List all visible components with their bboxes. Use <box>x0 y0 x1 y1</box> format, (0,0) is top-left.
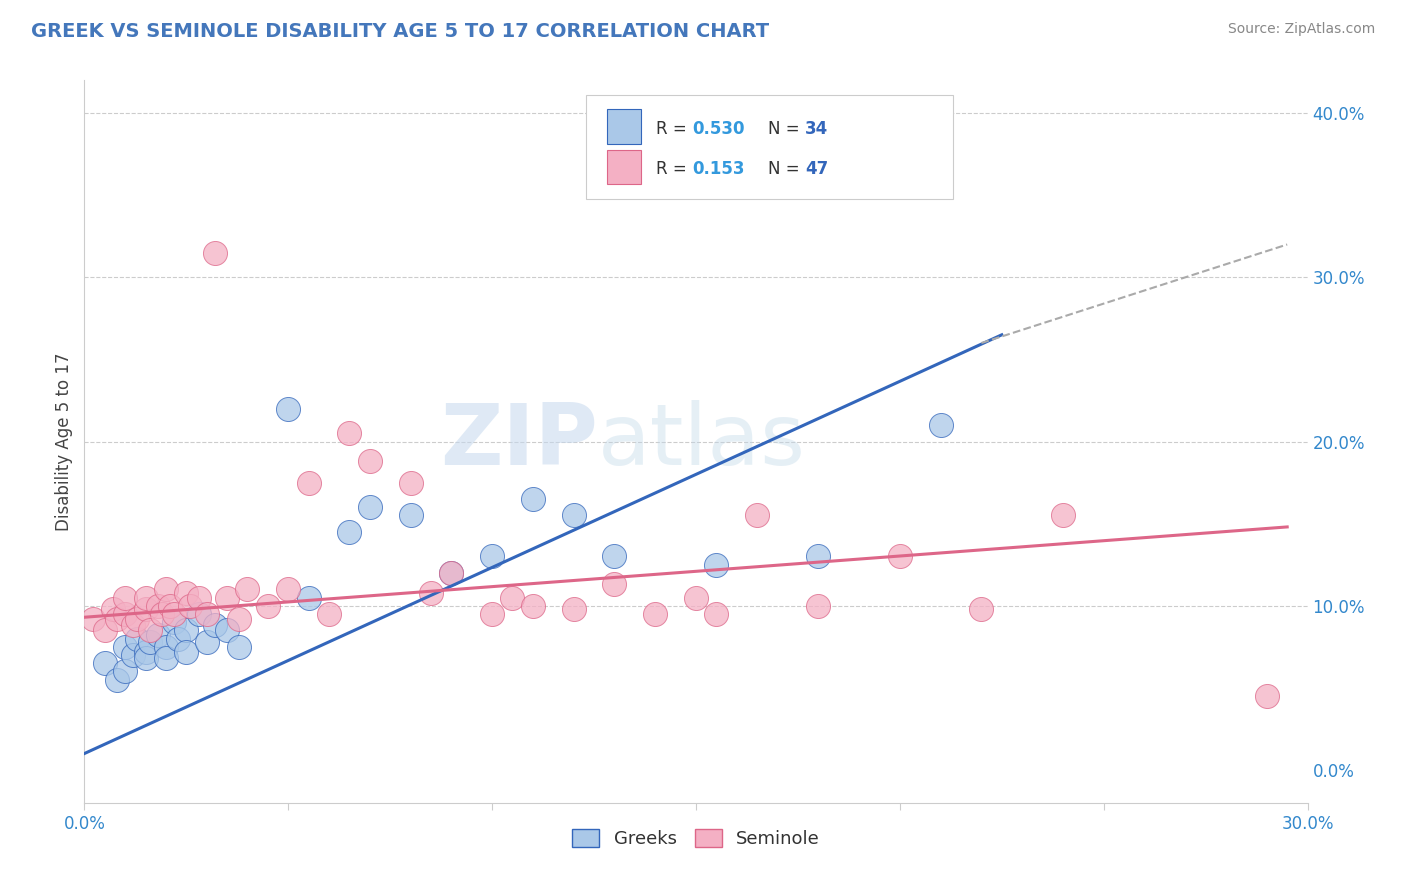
Point <box>155 582 177 597</box>
Point <box>685 591 707 605</box>
Point <box>603 549 626 564</box>
Point <box>747 508 769 523</box>
Point <box>217 624 239 638</box>
Point <box>187 591 209 605</box>
FancyBboxPatch shape <box>586 95 953 200</box>
Text: R =: R = <box>655 120 692 137</box>
Point <box>122 618 145 632</box>
Text: atlas: atlas <box>598 400 806 483</box>
Point <box>339 524 361 539</box>
Point <box>174 624 197 638</box>
Point <box>359 500 381 515</box>
Point <box>603 577 626 591</box>
Point <box>174 645 197 659</box>
Point <box>163 607 186 621</box>
Text: GREEK VS SEMINOLE DISABILITY AGE 5 TO 17 CORRELATION CHART: GREEK VS SEMINOLE DISABILITY AGE 5 TO 17… <box>31 22 769 41</box>
Point <box>195 635 218 649</box>
Point <box>228 640 250 654</box>
Point <box>82 612 104 626</box>
Point <box>399 475 422 490</box>
Point <box>135 602 157 616</box>
Point <box>277 401 299 416</box>
Point <box>706 607 728 621</box>
Point <box>122 648 145 662</box>
Point <box>481 549 503 564</box>
Point <box>644 607 666 621</box>
Point <box>179 599 201 613</box>
Point <box>420 585 443 599</box>
Point <box>481 607 503 621</box>
Point <box>135 651 157 665</box>
Point <box>339 426 361 441</box>
Point <box>277 582 299 597</box>
Point <box>522 599 544 613</box>
Point <box>502 591 524 605</box>
Point <box>155 640 177 654</box>
FancyBboxPatch shape <box>606 150 641 185</box>
Text: ZIP: ZIP <box>440 400 598 483</box>
Point <box>399 508 422 523</box>
Point <box>135 591 157 605</box>
Point <box>706 558 728 572</box>
Point <box>562 508 585 523</box>
Point <box>155 651 177 665</box>
Point <box>101 602 124 616</box>
Point <box>929 418 952 433</box>
Y-axis label: Disability Age 5 to 17: Disability Age 5 to 17 <box>55 352 73 531</box>
Point <box>298 591 321 605</box>
Point <box>127 632 149 646</box>
Legend: Greeks, Seminole: Greeks, Seminole <box>565 822 827 855</box>
Text: Source: ZipAtlas.com: Source: ZipAtlas.com <box>1227 22 1375 37</box>
Point <box>204 245 226 260</box>
Point <box>174 585 197 599</box>
Point <box>93 624 115 638</box>
Point <box>807 549 830 564</box>
Point <box>522 491 544 506</box>
Text: 47: 47 <box>804 161 828 178</box>
Point <box>1256 689 1278 703</box>
Point <box>159 599 181 613</box>
Point <box>127 612 149 626</box>
Text: R =: R = <box>655 161 697 178</box>
Text: 34: 34 <box>804 120 828 137</box>
Text: N =: N = <box>768 161 806 178</box>
Point <box>114 607 136 621</box>
Point <box>114 665 136 679</box>
Text: 0.530: 0.530 <box>692 120 745 137</box>
Point <box>318 607 340 621</box>
Point <box>146 628 169 642</box>
Point <box>114 591 136 605</box>
Point <box>138 624 160 638</box>
Point <box>114 640 136 654</box>
Point <box>146 599 169 613</box>
Point <box>204 618 226 632</box>
Point <box>138 635 160 649</box>
Text: 0.153: 0.153 <box>692 161 745 178</box>
Point <box>195 607 218 621</box>
Point <box>167 632 190 646</box>
Point <box>105 612 128 626</box>
Point <box>228 612 250 626</box>
FancyBboxPatch shape <box>606 109 641 144</box>
Point <box>217 591 239 605</box>
Point <box>150 607 173 621</box>
Point <box>440 566 463 580</box>
Text: N =: N = <box>768 120 806 137</box>
Point <box>298 475 321 490</box>
Point <box>93 657 115 671</box>
Point <box>135 645 157 659</box>
Point <box>1052 508 1074 523</box>
Point <box>440 566 463 580</box>
Point <box>236 582 259 597</box>
Point <box>105 673 128 687</box>
Point <box>807 599 830 613</box>
Point <box>970 602 993 616</box>
Point <box>562 602 585 616</box>
Point <box>359 454 381 468</box>
Point <box>163 615 186 630</box>
Point <box>889 549 911 564</box>
Point <box>187 607 209 621</box>
Point <box>257 599 280 613</box>
